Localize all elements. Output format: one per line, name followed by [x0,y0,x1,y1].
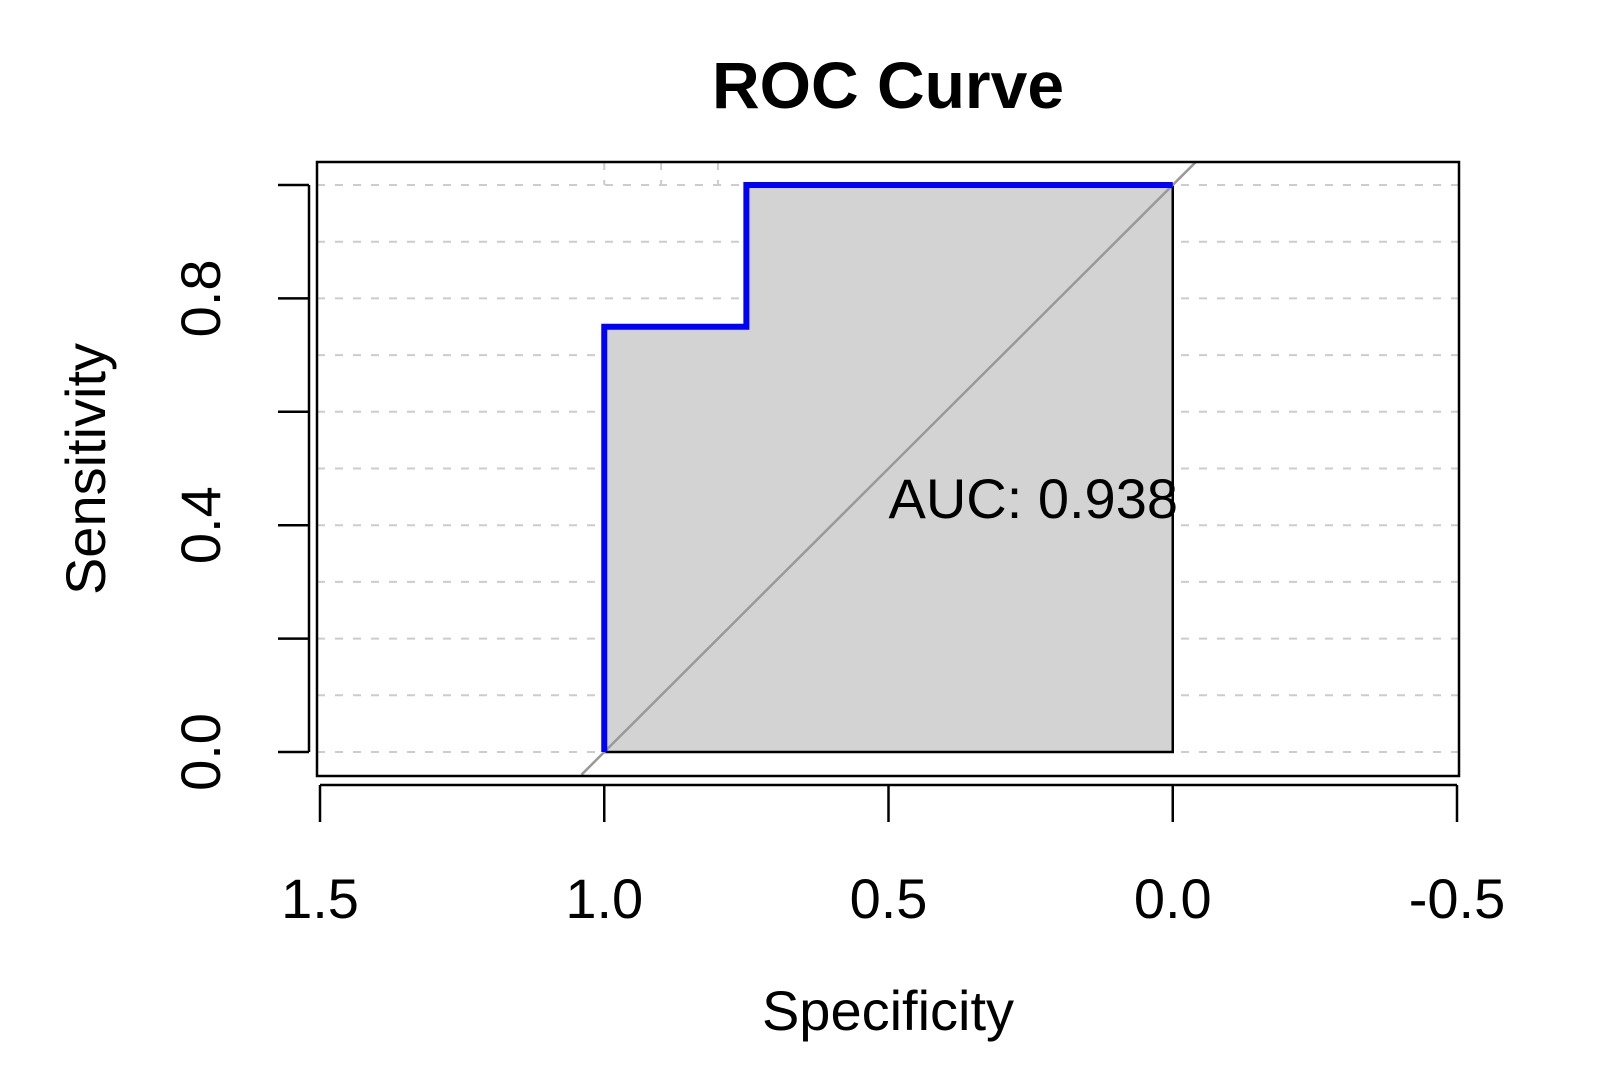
x-tick-label: 0.5 [850,867,928,930]
y-axis-label: Sensitivity [54,343,117,595]
y-tick-label: 0.0 [169,713,232,791]
grid [317,162,1459,753]
auc-annotation: AUC: 0.938 [889,467,1179,530]
roc-curve-line [601,182,1173,752]
chart-title: ROC Curve [712,48,1064,122]
x-axis-label: Specificity [762,979,1014,1042]
x-axis: 1.5 1.0 0.5 0.0 -0.5 [281,783,1506,930]
plot-frame [315,160,1461,778]
y-tick-label: 0.8 [169,259,232,337]
reference-diagonal [580,161,1197,776]
x-tick-label: -0.5 [1409,867,1506,930]
y-axis: 0.0 0.4 0.8 [169,183,311,791]
x-tick-label: 1.0 [565,867,643,930]
x-tick-label: 0.0 [1134,867,1212,930]
y-tick-label: 0.4 [169,486,232,564]
x-tick-label: 1.5 [281,867,359,930]
